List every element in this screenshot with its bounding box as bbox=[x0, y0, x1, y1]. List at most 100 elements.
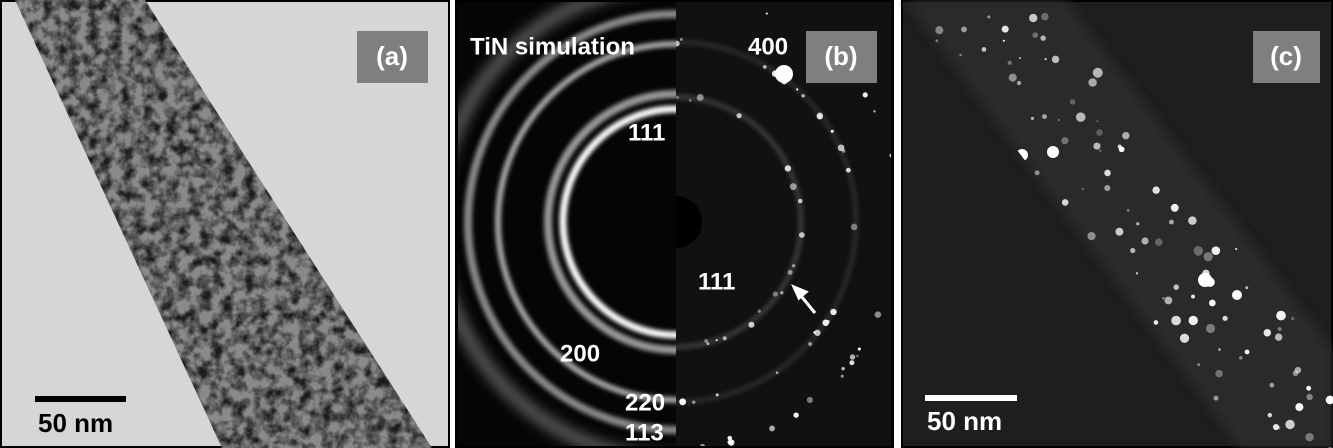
spot bbox=[1278, 327, 1282, 331]
spot bbox=[1164, 297, 1172, 305]
spot bbox=[679, 398, 686, 405]
spot bbox=[1212, 246, 1221, 255]
spot bbox=[1264, 329, 1271, 336]
spot bbox=[1180, 334, 1189, 343]
spot bbox=[1295, 403, 1303, 411]
spot bbox=[766, 12, 768, 14]
spot bbox=[1104, 185, 1110, 191]
panel-label: (c) bbox=[1270, 41, 1302, 71]
spot bbox=[796, 88, 798, 90]
spot bbox=[1245, 286, 1248, 289]
panel-label: (a) bbox=[376, 41, 408, 71]
spot bbox=[1082, 188, 1084, 190]
scale-bar-label: 50 nm bbox=[927, 406, 1002, 436]
spot bbox=[1031, 117, 1034, 120]
spot bbox=[894, 165, 898, 169]
spot bbox=[1019, 57, 1021, 59]
spot bbox=[1130, 248, 1135, 253]
spot bbox=[1002, 26, 1009, 33]
spot bbox=[1070, 99, 1076, 105]
spot bbox=[875, 311, 882, 318]
spot bbox=[748, 322, 754, 328]
spot bbox=[676, 96, 678, 98]
spot bbox=[692, 401, 695, 404]
spot bbox=[1047, 146, 1059, 158]
spot bbox=[1003, 40, 1005, 42]
spot bbox=[822, 319, 829, 326]
panel-c: (c) 50 nm bbox=[902, 0, 1333, 448]
spot bbox=[1273, 424, 1279, 430]
spot bbox=[716, 339, 718, 341]
spot bbox=[896, 206, 900, 210]
spot bbox=[1029, 14, 1037, 22]
spot bbox=[792, 264, 795, 267]
spot bbox=[1189, 316, 1198, 325]
spot bbox=[846, 168, 851, 173]
spot bbox=[772, 70, 778, 76]
spot bbox=[1096, 129, 1102, 135]
panel-label: (b) bbox=[824, 41, 857, 71]
spot bbox=[1122, 132, 1129, 139]
spot bbox=[769, 426, 775, 432]
spot bbox=[858, 347, 861, 350]
spot bbox=[799, 232, 805, 238]
spot bbox=[1194, 246, 1204, 256]
spot bbox=[697, 94, 704, 101]
scale-bar-label: 50 nm bbox=[38, 408, 113, 438]
spot bbox=[849, 360, 854, 365]
panel-b: (b) TiN simulation 400 111 111 200 220 1… bbox=[438, 0, 914, 448]
spot bbox=[1061, 137, 1068, 144]
figure: (a) 50 nm (b) TiN simulation 400 111 111… bbox=[0, 0, 1333, 448]
spot bbox=[1062, 199, 1069, 206]
spot bbox=[1093, 143, 1100, 150]
index-label: 220 bbox=[625, 389, 665, 416]
spot bbox=[1305, 433, 1313, 441]
spot bbox=[1008, 61, 1012, 65]
spot bbox=[1058, 119, 1060, 121]
spot bbox=[1088, 78, 1097, 87]
spot bbox=[788, 270, 793, 275]
spot bbox=[727, 440, 731, 444]
spot bbox=[841, 375, 844, 378]
spot bbox=[1009, 74, 1017, 82]
spot bbox=[982, 47, 987, 52]
spot bbox=[961, 27, 967, 33]
spot bbox=[1099, 149, 1102, 152]
spot bbox=[1096, 120, 1098, 122]
spot bbox=[959, 54, 961, 56]
spot bbox=[723, 336, 727, 340]
spot bbox=[831, 130, 834, 133]
index-label: 200 bbox=[560, 340, 600, 367]
spot bbox=[1052, 56, 1059, 63]
spot bbox=[780, 291, 783, 294]
spot bbox=[689, 99, 692, 102]
spot bbox=[716, 393, 719, 396]
spot bbox=[1218, 348, 1221, 351]
spot bbox=[1169, 220, 1174, 225]
spot bbox=[1154, 320, 1159, 325]
spot bbox=[1206, 324, 1215, 333]
index-label: 111 bbox=[628, 119, 665, 146]
spot bbox=[793, 412, 798, 417]
spot bbox=[1136, 222, 1139, 225]
spot bbox=[1188, 216, 1196, 224]
spot bbox=[1076, 112, 1086, 122]
spot bbox=[1093, 68, 1103, 78]
spot bbox=[830, 309, 836, 315]
spot bbox=[1171, 204, 1179, 212]
spot bbox=[1222, 316, 1227, 321]
spot bbox=[935, 26, 943, 34]
spot bbox=[1214, 396, 1219, 401]
spot bbox=[758, 310, 761, 313]
spot bbox=[781, 79, 787, 85]
spot bbox=[1235, 248, 1237, 250]
scale-bar bbox=[925, 395, 1017, 401]
spot bbox=[987, 15, 990, 18]
spot bbox=[1041, 13, 1049, 21]
spot bbox=[1118, 145, 1122, 149]
spot bbox=[736, 113, 741, 118]
spot bbox=[763, 65, 767, 69]
panel-a: (a) 50 nm bbox=[0, 0, 449, 448]
spot bbox=[1239, 356, 1242, 359]
spot bbox=[1291, 317, 1294, 320]
